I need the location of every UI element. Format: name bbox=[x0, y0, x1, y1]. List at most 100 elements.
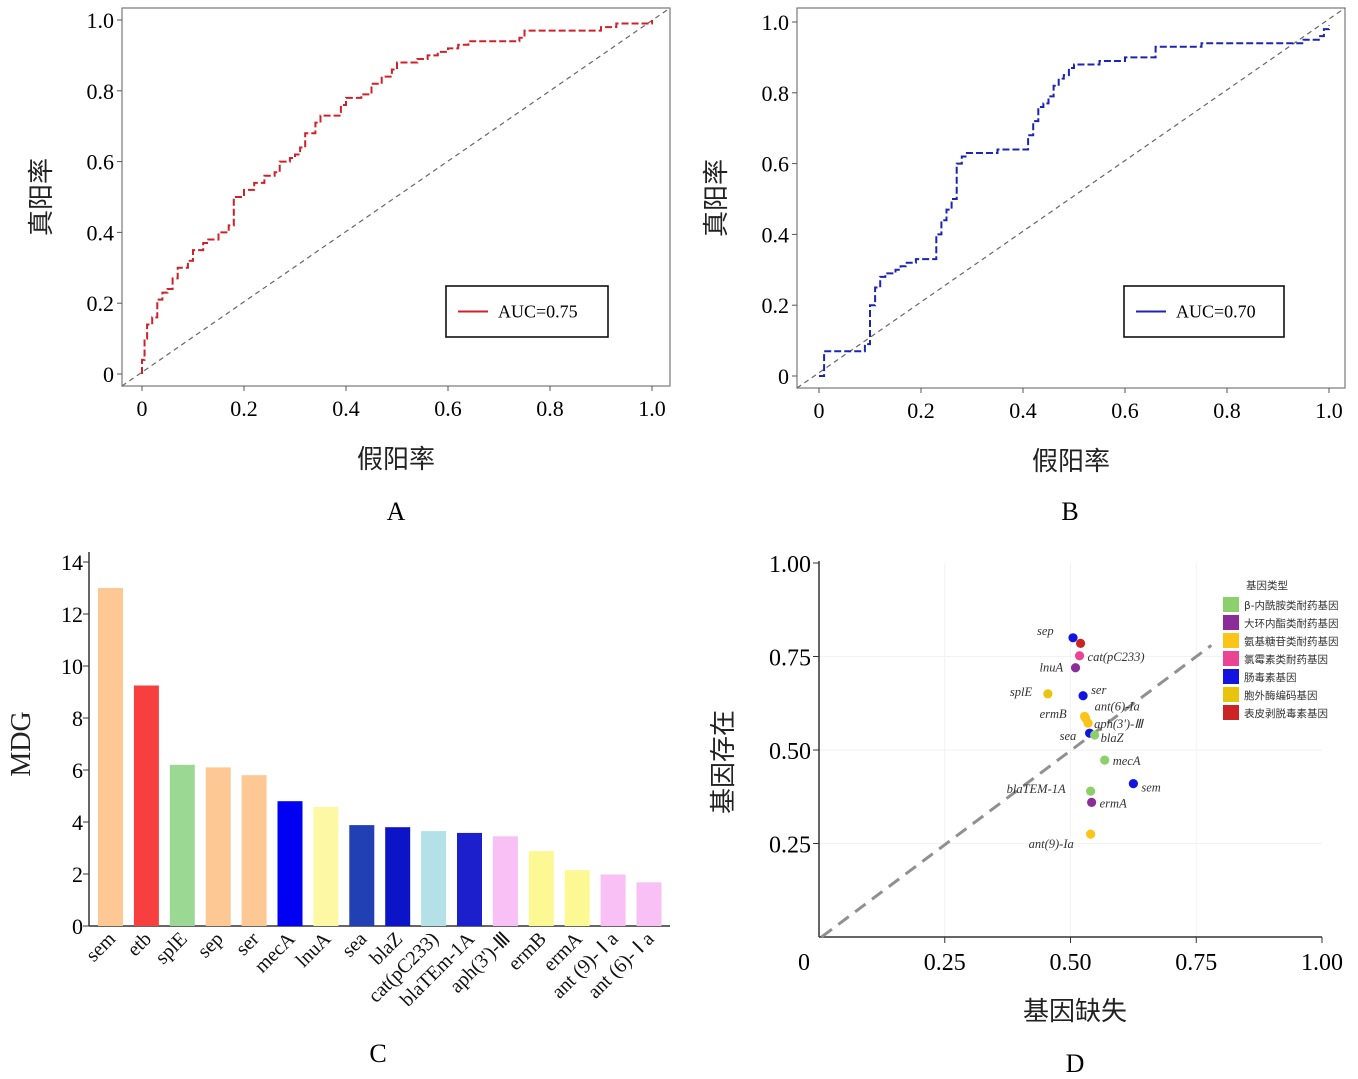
y-tick-label: 0.25 bbox=[769, 833, 811, 859]
bar-0 bbox=[98, 588, 123, 926]
y-tick-label: 0 bbox=[103, 362, 114, 387]
y-tick-label: 0.2 bbox=[762, 293, 790, 318]
legend-label: AUC=0.70 bbox=[1176, 302, 1256, 322]
legend-swatch bbox=[1223, 651, 1239, 666]
panel-letter-d: D bbox=[1066, 1049, 1085, 1078]
bar-3 bbox=[205, 767, 231, 926]
bar-8 bbox=[385, 827, 411, 926]
scatter-chart-d: 0 0.25 0.50 0.75 1.00 0.25 0.50 0.75 1.00 基因缺失 基因存… bbox=[709, 552, 1343, 1027]
data-point bbox=[1075, 638, 1086, 649]
y-tick-label: 0 bbox=[72, 914, 83, 939]
category-label: ermB bbox=[504, 928, 551, 975]
y-tick-label: 1.00 bbox=[769, 552, 811, 578]
roc-curve-line bbox=[819, 25, 1330, 377]
y-tick-label: 4 bbox=[72, 810, 83, 835]
y-tick-label: 0.8 bbox=[87, 79, 115, 104]
y-tick-label: 10 bbox=[61, 654, 83, 679]
point-label: sem bbox=[1141, 781, 1160, 795]
panel-letter-a: A bbox=[387, 497, 406, 526]
y-axis-label: 真阳率 bbox=[27, 158, 57, 236]
data-point bbox=[1086, 829, 1096, 839]
legend-label: 肠毒素基因 bbox=[1244, 671, 1297, 684]
point-label: cat(pC233) bbox=[1088, 650, 1145, 664]
y-tick-label: 0.4 bbox=[87, 220, 115, 245]
point-label: ermA bbox=[1100, 796, 1127, 810]
point-label: blaTEM-1A bbox=[1007, 782, 1066, 796]
legend-swatch bbox=[1223, 705, 1239, 720]
data-point bbox=[1128, 779, 1138, 789]
bar-1 bbox=[133, 685, 159, 926]
point-label: mecA bbox=[1113, 754, 1141, 768]
y-tick-label: 0 bbox=[778, 364, 789, 389]
y-tick-label: 1.0 bbox=[762, 10, 790, 35]
legend-label: AUC=0.75 bbox=[498, 302, 578, 322]
x-tick-label: 0.8 bbox=[536, 396, 564, 421]
reference-diagonal bbox=[796, 7, 1346, 389]
x-tick-label: 0.2 bbox=[230, 396, 258, 421]
data-point bbox=[1100, 755, 1110, 765]
x-axis-label: 假阳率 bbox=[1032, 447, 1110, 477]
x-tick-label: 0 bbox=[137, 396, 148, 421]
y-axis-label: 基因存在 bbox=[709, 710, 739, 814]
category-label: lnuA bbox=[292, 928, 336, 972]
point-label: blaZ bbox=[1101, 731, 1125, 745]
y-tick-label: 0.2 bbox=[87, 291, 115, 316]
x-tick-label: 0.6 bbox=[1111, 398, 1139, 423]
x-tick-label: 0.4 bbox=[332, 396, 360, 421]
y-tick-label: 0.50 bbox=[769, 739, 811, 765]
x-tick-label: 1.0 bbox=[1315, 398, 1343, 423]
category-label: sep bbox=[193, 928, 227, 962]
data-point bbox=[1078, 691, 1088, 701]
point-label: aph(3')-Ⅲ bbox=[1094, 717, 1144, 731]
legend-swatch bbox=[1223, 615, 1239, 630]
point-label: ant(6)-Ia bbox=[1095, 699, 1140, 713]
x-tick-label: 0 bbox=[814, 398, 825, 423]
y-tick-label: 14 bbox=[61, 550, 83, 575]
bar-6 bbox=[313, 806, 339, 926]
reference-diagonal bbox=[121, 7, 671, 387]
bar-9 bbox=[421, 831, 447, 926]
bar-2 bbox=[169, 764, 195, 926]
bar-5 bbox=[277, 801, 303, 926]
data-point bbox=[1070, 663, 1081, 673]
y-tick-label: 0.75 bbox=[769, 646, 811, 672]
legend-label: 氨基糖苷类耐药基因 bbox=[1244, 635, 1339, 648]
x-tick-label: 0.50 bbox=[1050, 950, 1092, 976]
bar-10 bbox=[457, 832, 482, 926]
x-tick-label: 1.0 bbox=[638, 396, 666, 421]
bar-11 bbox=[492, 836, 518, 926]
point-label: ser bbox=[1091, 683, 1106, 697]
point-label: sep bbox=[1037, 624, 1054, 638]
legend-label: 胞外酶编码基因 bbox=[1244, 689, 1318, 702]
plot-frame bbox=[121, 7, 671, 387]
y-tick-label: 0.8 bbox=[762, 81, 790, 106]
bar-15 bbox=[636, 882, 662, 926]
data-point bbox=[1068, 633, 1078, 643]
data-point bbox=[1043, 689, 1053, 699]
legend-swatch bbox=[1223, 597, 1239, 612]
legend-swatch bbox=[1223, 669, 1239, 684]
bar-14 bbox=[600, 874, 626, 926]
y-tick-label: 12 bbox=[61, 602, 83, 627]
legend-swatch bbox=[1223, 687, 1239, 702]
legend-title: 基因类型 bbox=[1246, 579, 1288, 592]
legend-box bbox=[1123, 285, 1285, 338]
y-tick-label: 6 bbox=[72, 758, 83, 783]
data-point bbox=[1090, 730, 1100, 740]
point-label: lnuA bbox=[1040, 661, 1064, 675]
roc-chart-b: 0 0.2 0.4 0.6 0.8 1.0 0 0.2 0.4 0.6 0.8 1.0 假阳率 真阳率 AU… bbox=[702, 7, 1346, 477]
legend-label: 氯霉素类耐药基因 bbox=[1244, 653, 1328, 666]
bar-4 bbox=[241, 775, 267, 926]
point-label: splE bbox=[1010, 685, 1033, 699]
bar-13 bbox=[564, 870, 590, 926]
y-tick-label: 0.6 bbox=[87, 150, 115, 175]
x-tick-label: 0.4 bbox=[1009, 398, 1037, 423]
data-point bbox=[1087, 797, 1097, 807]
panel-letter-c: C bbox=[369, 1039, 386, 1068]
legend-swatch bbox=[1223, 633, 1239, 648]
category-label: etb bbox=[123, 928, 156, 961]
reference-diagonal bbox=[820, 644, 1213, 939]
bar-12 bbox=[528, 851, 554, 926]
y-axis-label: MDG bbox=[6, 711, 37, 776]
x-axis-label: 基因缺失 bbox=[1023, 997, 1127, 1027]
